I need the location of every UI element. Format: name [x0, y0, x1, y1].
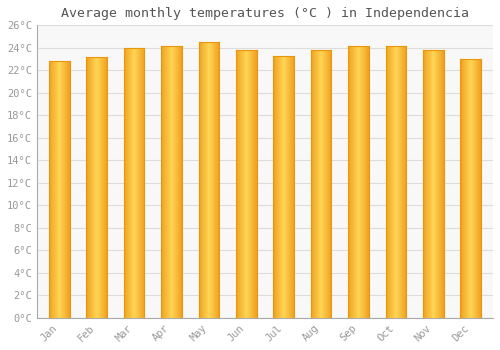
Title: Average monthly temperatures (°C ) in Independencia: Average monthly temperatures (°C ) in In…	[61, 7, 469, 20]
